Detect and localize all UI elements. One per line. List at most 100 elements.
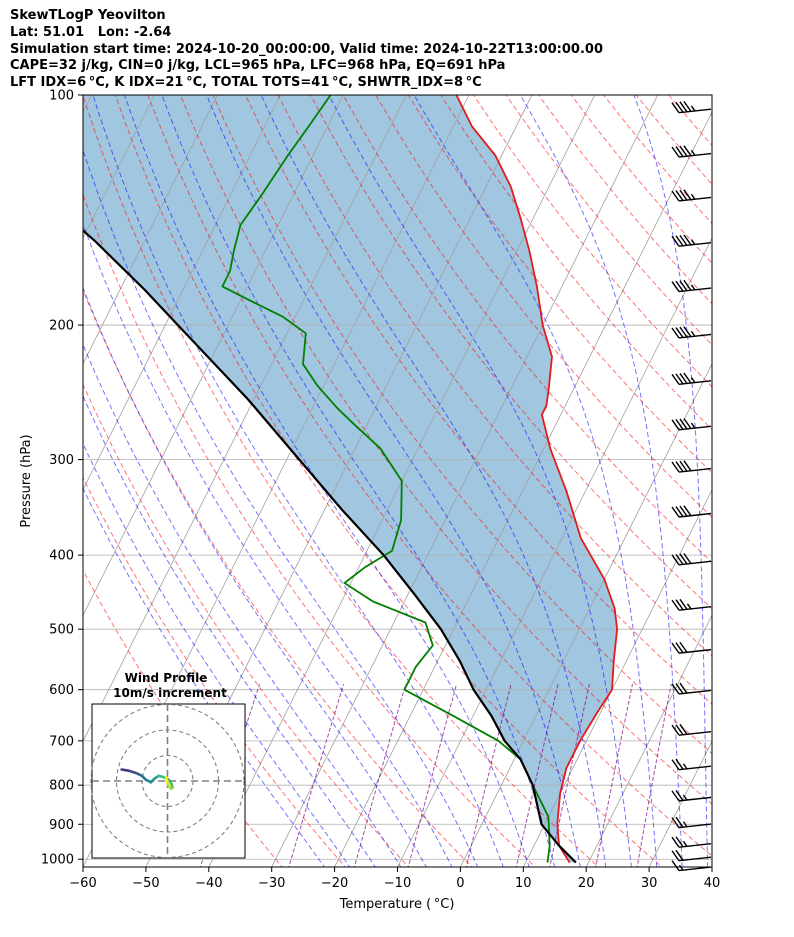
wind-barb <box>671 641 712 654</box>
wind-barb <box>671 598 712 611</box>
mixing-ratio-line <box>549 683 590 867</box>
isotherm-line <box>208 95 596 867</box>
mixing-ratio-line <box>515 683 559 867</box>
wind-barb <box>671 505 712 518</box>
wind-barb <box>671 372 712 385</box>
wind-profile-inset: Wind Profile 10m/s increment <box>90 671 246 859</box>
x-tick-label: 10 <box>515 876 532 891</box>
mixing-ratio-line <box>595 683 633 867</box>
isotherm-line <box>83 95 344 617</box>
hodograph-segment <box>127 769 139 775</box>
hodograph-segment <box>164 775 169 784</box>
wind-barb <box>671 816 712 829</box>
moist-adiabat-line <box>519 95 683 867</box>
wind-barb <box>671 326 712 339</box>
moist-adiabat-line <box>724 95 737 875</box>
y-tick-label: 400 <box>49 549 74 564</box>
x-tick-label: −10 <box>384 876 411 891</box>
dry-adiabat-line <box>83 383 410 867</box>
moist-adiabat-line <box>161 95 556 867</box>
isotherm-line <box>585 614 712 867</box>
wind-barb <box>671 234 712 247</box>
dry-adiabat-line <box>147 95 712 857</box>
wind-barb <box>671 100 712 114</box>
wind-barb <box>671 145 712 158</box>
y-tick-label: 600 <box>49 683 74 698</box>
dry-adiabat-line <box>83 193 537 867</box>
wind-barb <box>671 682 712 695</box>
inset-title: Wind Profile <box>125 671 208 685</box>
moist-adiabat-line <box>328 95 632 867</box>
chart-title: SkewTLogP Yeovilton <box>10 8 166 23</box>
isotherm-line <box>83 95 218 365</box>
isotherm-line <box>334 111 712 867</box>
dry-adiabat-line <box>668 95 712 147</box>
dry-adiabat-line <box>635 95 712 185</box>
moist-adiabat-line <box>92 95 504 867</box>
mixing-ratio-lines <box>199 683 672 867</box>
moist-adiabat-line <box>83 442 351 867</box>
isotherm-line <box>83 95 92 114</box>
moist-adiabat-lines <box>83 95 737 875</box>
mixing-ratio-line <box>636 684 672 867</box>
wind-barb <box>671 849 712 862</box>
y-tick-label: 300 <box>49 453 74 468</box>
moist-adiabat-line <box>413 95 658 867</box>
wind-barb <box>671 758 712 771</box>
x-tick-label: 20 <box>578 876 595 891</box>
moist-adiabat-line <box>206 95 581 867</box>
temperature-line <box>455 95 618 863</box>
mixing-ratio-line <box>288 683 345 867</box>
mixing-ratio-line <box>353 683 407 867</box>
moist-adiabat-line <box>83 394 376 867</box>
y-tick-label: 700 <box>49 734 74 749</box>
inset-subtitle: 10m/s increment <box>113 686 227 700</box>
wind-barb <box>671 860 712 872</box>
isotherm-line <box>83 95 281 491</box>
dry-adiabat-line <box>179 95 712 805</box>
y-axis-ticks: 100 200 300 400 500 600 700 800 900 1000 <box>41 89 83 868</box>
moist-adiabat-line <box>83 148 479 867</box>
isotherm-line <box>271 95 659 867</box>
x-tick-label: −40 <box>195 876 222 891</box>
isotherm-line <box>83 95 407 743</box>
dry-adiabat-line <box>83 289 473 867</box>
wind-barb <box>671 836 712 848</box>
chart-header: SkewTLogP Yeovilton Lat: 51.01 Lon: -2.6… <box>10 8 603 92</box>
parcel-line <box>83 229 577 864</box>
wind-barb <box>671 189 712 202</box>
y-axis-label: Pressure (hPa) <box>19 434 34 527</box>
y-tick-label: 200 <box>49 319 74 334</box>
isotherm-line <box>459 362 712 867</box>
simulation-time-text: Simulation start time: 2024-10-20_00:00:… <box>10 41 603 57</box>
indices-summary-text: LFT IDX=6 °C, K IDX=21 °C, TOTAL TOTS=41… <box>10 75 482 91</box>
y-tick-label: 1000 <box>41 853 74 868</box>
y-tick-label: 500 <box>49 623 74 638</box>
y-tick-label: 100 <box>49 89 74 104</box>
moist-adiabat-line <box>260 95 607 867</box>
x-tick-label: 30 <box>641 876 658 891</box>
x-tick-label: 0 <box>456 876 464 891</box>
x-tick-label: −30 <box>258 876 285 891</box>
plot-area <box>83 95 794 875</box>
wind-barb <box>671 460 712 473</box>
dry-adiabat-line <box>114 95 663 867</box>
y-tick-label: 900 <box>49 818 74 833</box>
isotherm-line <box>711 866 712 867</box>
moist-adiabat-line <box>83 222 453 867</box>
wind-barb <box>671 279 712 293</box>
x-tick-label: −20 <box>321 876 348 891</box>
y-tick-label: 800 <box>49 779 74 794</box>
profile-lines <box>83 95 618 864</box>
dewpoint-line <box>221 95 551 863</box>
moist-adiabat-line <box>83 286 427 867</box>
moist-adiabat-line <box>83 487 326 867</box>
x-tick-label: −50 <box>132 876 159 891</box>
wind-barb <box>671 790 712 802</box>
wind-barb <box>671 418 712 431</box>
isotherm-line <box>648 740 712 867</box>
dry-adiabat-line <box>570 95 712 264</box>
isotherm-line <box>771 95 794 875</box>
x-tick-label: −60 <box>69 876 96 891</box>
isotherm-line <box>83 95 155 239</box>
